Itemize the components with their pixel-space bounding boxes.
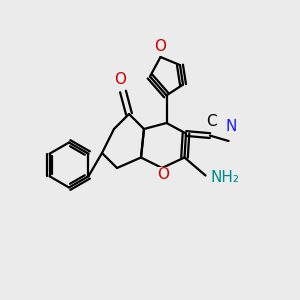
Text: N: N — [226, 119, 237, 134]
Text: O: O — [115, 72, 127, 87]
Text: NH₂: NH₂ — [211, 170, 240, 185]
Text: O: O — [158, 167, 169, 182]
Text: O: O — [154, 39, 166, 54]
Text: C: C — [206, 114, 217, 129]
